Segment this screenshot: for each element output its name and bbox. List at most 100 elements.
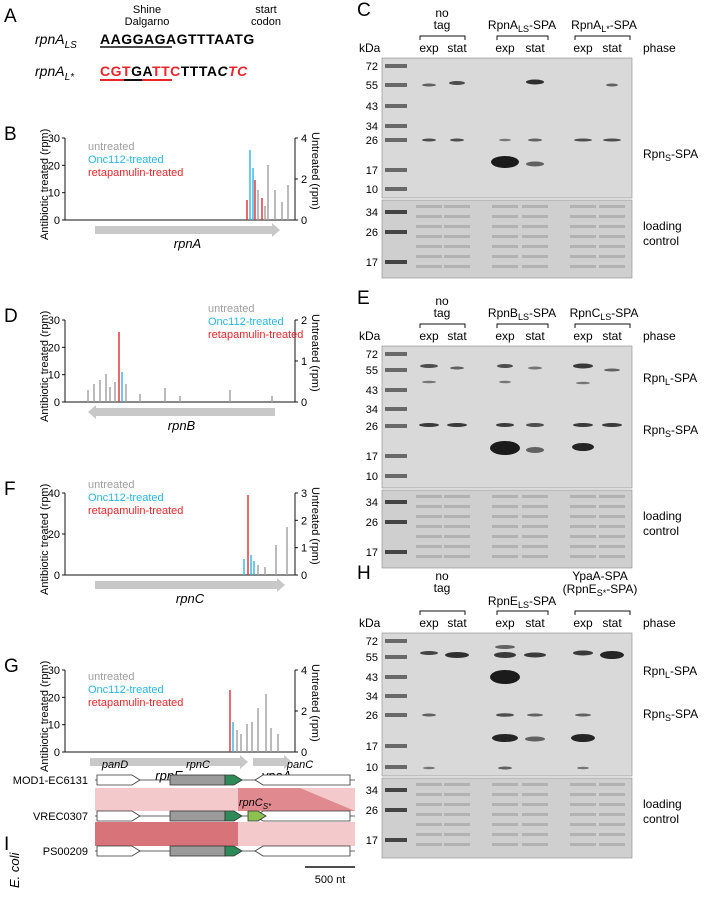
left-tick-label: 20	[48, 692, 60, 704]
left-axis-title: Antibiotic treated (rpm)	[39, 484, 51, 595]
legend-onc112: Onc112-treated	[208, 316, 284, 328]
loading-label: loading	[643, 219, 682, 233]
blot-band	[528, 366, 542, 370]
rpnC-block	[169, 774, 226, 786]
svg-text:RpnCLS-SPA: RpnCLS-SPA	[570, 306, 639, 322]
marker-label: 72	[366, 61, 378, 73]
right-tick-label: 4	[301, 133, 307, 145]
marker-label: 34	[366, 691, 378, 703]
left-tick-label: 0	[54, 747, 60, 759]
blot-band	[572, 443, 594, 451]
lane-label: exp	[573, 41, 593, 55]
scale-label: 500 nt	[315, 874, 346, 886]
marker-label: 17	[366, 741, 378, 753]
blot-band	[526, 79, 544, 85]
marker-label: 34	[366, 404, 378, 416]
svg-text:RpnAL*-SPA: RpnAL*-SPA	[571, 18, 637, 34]
gene-arrow-2	[253, 755, 292, 769]
lane-label: exp	[573, 329, 593, 343]
blot-band	[497, 364, 513, 368]
marker-label: 72	[366, 349, 378, 361]
loading-label-2: control	[643, 812, 679, 826]
panel-a-letter: A	[4, 6, 17, 27]
left-tick-label: 0	[54, 215, 60, 227]
blot-band	[573, 423, 593, 427]
right-tick-label: 4	[301, 665, 307, 677]
right-tick-label: 2	[301, 706, 307, 718]
blot-band	[577, 766, 589, 770]
shine-label-1: Shine	[133, 4, 161, 16]
left-axis-title: Antibiotic treated (rpm)	[39, 311, 51, 422]
kda-label: kDa	[359, 616, 381, 630]
rpnC-block	[169, 810, 226, 822]
marker-label: 34	[366, 207, 378, 219]
left-tick-label: 20	[48, 529, 60, 541]
right-tick-label: 1	[301, 543, 307, 555]
marker-label: 17	[366, 547, 378, 559]
marker-label: 17	[366, 257, 378, 269]
left-tick-label: 30	[48, 665, 60, 677]
marker-label: 72	[366, 636, 378, 648]
marker-label: 26	[366, 135, 378, 147]
gene-block	[254, 845, 351, 857]
marker-label: 55	[366, 652, 378, 664]
legend-untreated: untreated	[88, 141, 134, 153]
left-tick-label: 10	[48, 188, 60, 200]
marker-label: 43	[366, 672, 378, 684]
lane-label: stat	[602, 616, 622, 630]
marker-label: 26	[366, 517, 378, 529]
start-label-2: codon	[251, 16, 281, 28]
blot-band	[574, 138, 592, 142]
left-tick-label: 40	[48, 488, 60, 500]
lane-label: exp	[419, 41, 439, 55]
blot-band	[604, 368, 620, 372]
blot-band	[450, 138, 464, 142]
panel-d-letter: D	[4, 306, 18, 327]
lane-label: stat	[525, 41, 545, 55]
marker-label: 17	[366, 451, 378, 463]
blot-band	[575, 713, 591, 717]
rpnAL-name: rpnAL*	[35, 63, 75, 83]
blot-band	[423, 766, 435, 770]
blot-band	[422, 713, 436, 717]
panel-h-letter: H	[357, 563, 371, 584]
blot-band	[499, 380, 511, 384]
svg-text:no: no	[435, 6, 449, 20]
gene-block	[224, 774, 243, 786]
gene-arrow	[95, 223, 280, 237]
blot-band	[494, 652, 516, 658]
gene-label: rpnC	[176, 591, 205, 606]
marker-label: 10	[366, 471, 378, 483]
loading-label-2: control	[643, 234, 679, 248]
right-tick-label: 1	[301, 356, 307, 368]
left-tick-label: 20	[48, 160, 60, 172]
marker-label: 10	[366, 762, 378, 774]
svg-text:(RpnES*-SPA): (RpnES*-SPA)	[563, 582, 638, 598]
left-tick-label: 30	[48, 315, 60, 327]
right-tick-label: 2	[301, 315, 307, 327]
right-tick-label: 0	[301, 215, 307, 227]
blot-band	[528, 138, 542, 142]
svg-text:tag: tag	[434, 306, 451, 320]
blot-band	[576, 381, 590, 385]
strain-label: MOD1-EC6131	[13, 775, 88, 787]
gene-block	[96, 810, 141, 822]
right-axis-title: Untreated (rpm)	[309, 314, 321, 392]
blot-upper	[381, 57, 633, 199]
start-label-1: start	[255, 4, 276, 16]
rpnS-label: RpnS-SPA	[643, 707, 698, 723]
right-tick-label: 0	[301, 747, 307, 759]
marker-label: 26	[366, 421, 378, 433]
panel-f-letter: F	[4, 479, 16, 500]
rpnS-label: RpnS-SPA	[643, 147, 698, 163]
panC-label: panC	[286, 759, 313, 771]
gene-block	[247, 810, 267, 822]
panel-i-letter: I	[4, 834, 9, 855]
blot-band	[602, 423, 622, 427]
marker-label: 55	[366, 80, 378, 92]
synteny-band-2	[95, 822, 238, 846]
